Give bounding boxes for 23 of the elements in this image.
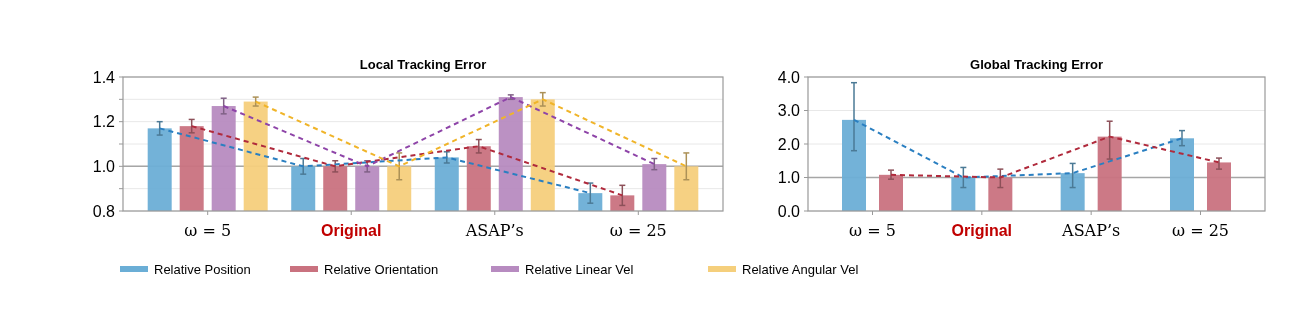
legend-label: Relative Angular Vel bbox=[742, 261, 859, 277]
legend-label: Relative Linear Vel bbox=[525, 261, 634, 277]
y-tick-label: 2.0 bbox=[777, 135, 801, 153]
x-tick-label: ω = 25 bbox=[1172, 221, 1229, 240]
chart-title: Global Tracking Error bbox=[970, 57, 1103, 72]
x-tick-label: ω = 5 bbox=[849, 221, 896, 240]
y-tick-label: 3.0 bbox=[777, 102, 801, 120]
x-tick-label: Original bbox=[951, 222, 1013, 239]
x-tick-label: ASAP’s bbox=[1061, 221, 1121, 240]
y-tick-label: 0.0 bbox=[777, 202, 801, 220]
y-tick-label: 1.0 bbox=[92, 157, 116, 175]
legend-label: Relative Orientation bbox=[324, 261, 439, 277]
chart-title: Local Tracking Error bbox=[359, 57, 487, 72]
x-tick-label: ASAP’s bbox=[464, 221, 524, 240]
x-tick-label: Original bbox=[321, 222, 382, 239]
y-tick-label: 1.4 bbox=[92, 68, 116, 86]
y-tick-label: 0.8 bbox=[92, 202, 116, 220]
y-tick-label: 4.0 bbox=[777, 68, 801, 86]
y-tick-label: 1.2 bbox=[92, 113, 116, 131]
x-tick-label: ω = 25 bbox=[609, 221, 667, 240]
y-tick-label: 1.0 bbox=[777, 169, 801, 187]
legend-label: Relative Position bbox=[154, 261, 251, 277]
x-tick-label: ω = 5 bbox=[184, 221, 232, 240]
